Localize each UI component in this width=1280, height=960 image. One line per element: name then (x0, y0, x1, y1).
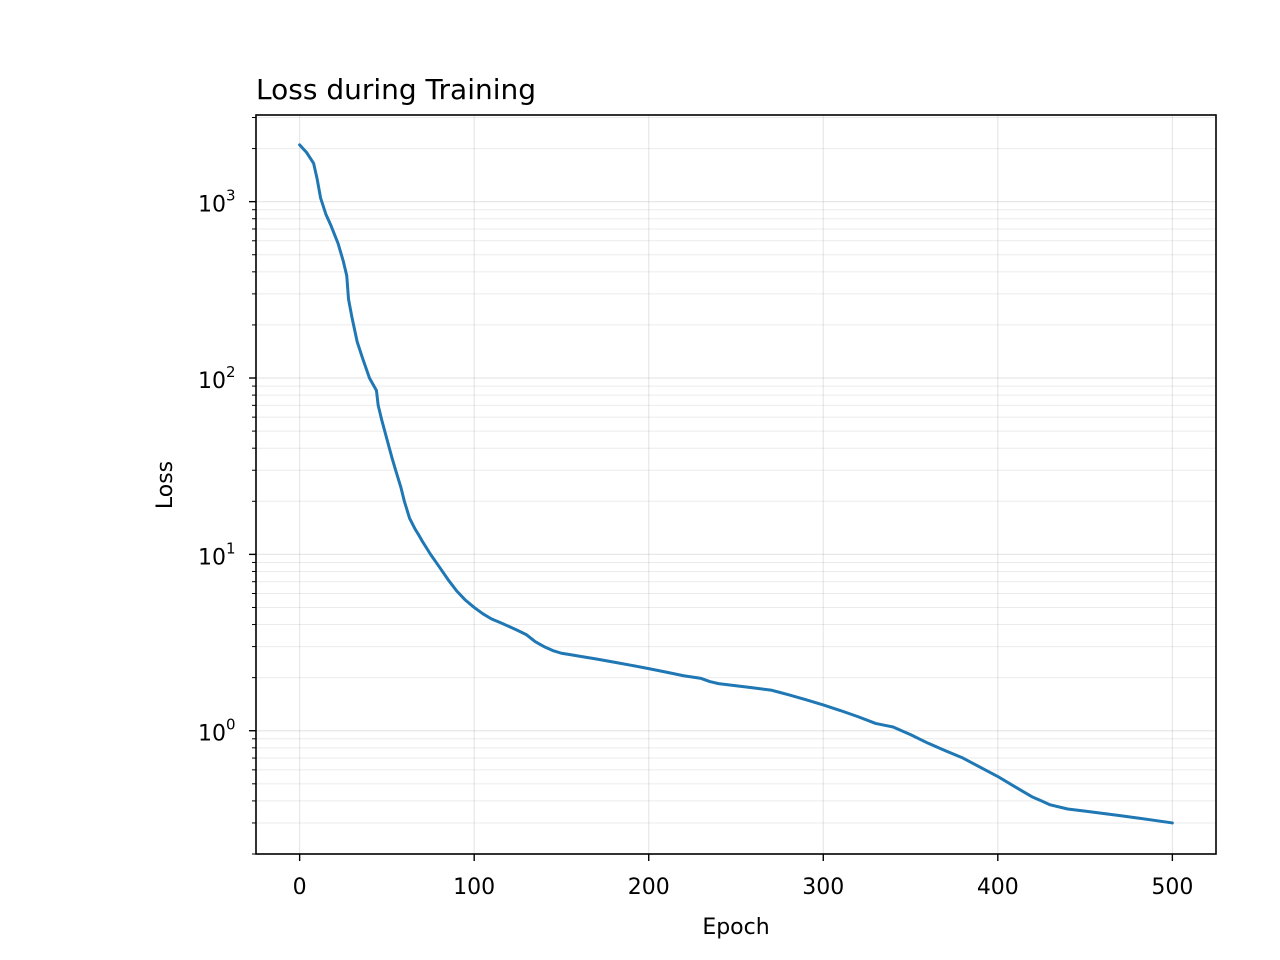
axes-frame (255, 114, 1217, 855)
y-tick-label-base: 10 (198, 369, 226, 394)
x-axis: 0 100 200 300 400 500 (293, 854, 1193, 900)
x-tick-label: 0 (293, 875, 307, 900)
grid-lines (256, 115, 1216, 855)
x-tick-label: 300 (802, 875, 844, 900)
series-line-loss (298, 143, 1174, 825)
x-tick-label: 100 (453, 875, 495, 900)
chart-title: Loss during Training (256, 73, 536, 106)
y-tick-label: 10 0 (198, 716, 236, 747)
y-tick-label: 10 2 (198, 363, 236, 394)
y-tick-label-base: 10 (198, 545, 226, 570)
x-tick-label: 500 (1151, 875, 1193, 900)
y-tick-label-base: 10 (198, 193, 226, 218)
y-tick-label-exponent: 1 (226, 539, 236, 557)
x-axis-title: Epoch (702, 915, 769, 940)
y-tick-label: 10 3 (198, 187, 236, 218)
y-tick-label-exponent: 0 (226, 716, 236, 734)
y-tick-label-exponent: 3 (226, 187, 236, 205)
y-tick-label: 10 1 (198, 539, 236, 570)
x-tick-label: 400 (977, 875, 1019, 900)
y-tick-label-exponent: 2 (226, 363, 236, 381)
series-layer (298, 143, 1174, 825)
y-tick-label-base: 10 (198, 722, 226, 747)
x-tick-label: 200 (628, 875, 670, 900)
y-axis-title: Loss (153, 461, 178, 509)
